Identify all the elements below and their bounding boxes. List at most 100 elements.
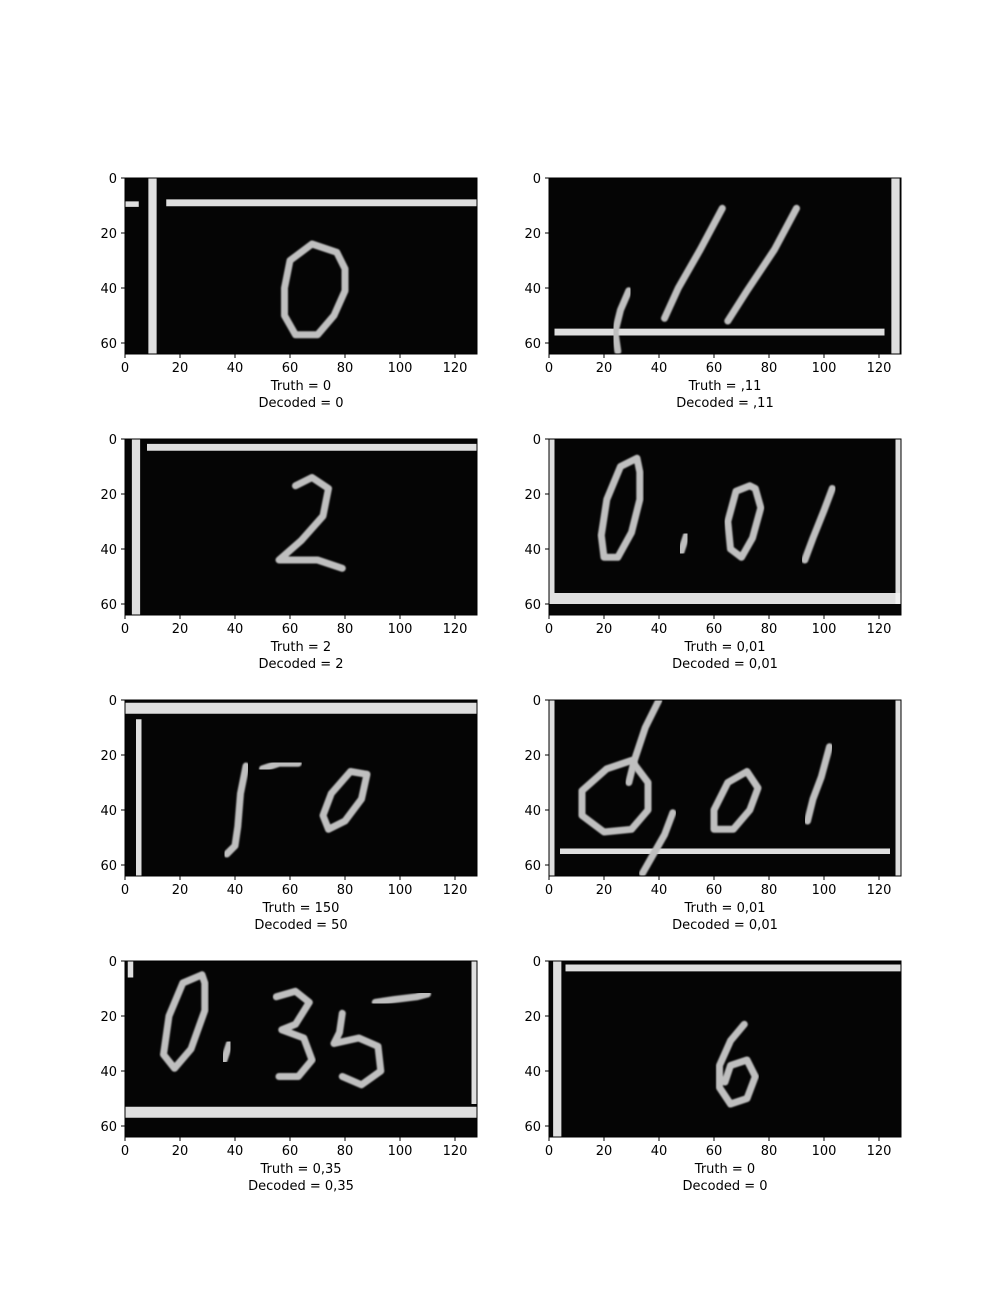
panel-5: 0 20 40 60 80 100 120 0 20 40 60 Truth = 150 Decoded… <box>100 694 478 933</box>
x-tick-label: 40 <box>227 883 244 898</box>
image-background <box>125 439 477 615</box>
x-tick-label: 120 <box>867 883 892 898</box>
handwritten-stroke <box>639 809 677 876</box>
x-tick-label: 80 <box>337 622 354 637</box>
truth-label: Truth = 0,01 <box>683 640 765 655</box>
x-tick-label: 60 <box>706 1144 723 1159</box>
image-content <box>125 178 477 354</box>
x-tick-label: 80 <box>761 361 778 376</box>
x-tick-label: 40 <box>227 622 244 637</box>
x-tick-label: 100 <box>812 883 837 898</box>
x-tick-label: 100 <box>388 883 413 898</box>
x-tick-label: 100 <box>388 1144 413 1159</box>
x-tick-label: 60 <box>282 622 299 637</box>
x-tick-label: 20 <box>172 361 189 376</box>
handwritten-stroke <box>661 204 726 322</box>
handwritten-stroke <box>677 531 690 556</box>
y-tick-label: 20 <box>524 488 541 503</box>
image-content <box>125 961 477 1118</box>
x-tick-label: 120 <box>443 622 468 637</box>
x-tick-label: 80 <box>337 1144 354 1159</box>
y-tick-label: 60 <box>100 598 117 613</box>
handwritten-stroke <box>611 287 633 354</box>
y-tick-label: 60 <box>100 337 117 352</box>
y-tick-label: 40 <box>100 543 117 558</box>
x-tick-label: 60 <box>282 883 299 898</box>
x-tick-label: 0 <box>121 622 129 637</box>
handwritten-stroke <box>275 474 346 572</box>
x-tick-label: 40 <box>651 883 668 898</box>
y-tick-label: 60 <box>100 1120 117 1135</box>
decoded-label: Decoded = 0,01 <box>672 657 778 672</box>
y-tick-label: 60 <box>524 1120 541 1135</box>
x-tick-label: 120 <box>443 1144 468 1159</box>
axes-frame <box>124 438 478 616</box>
y-tick-label: 0 <box>109 172 117 187</box>
axes-frame <box>548 960 902 1138</box>
panel-6: 0 20 40 60 80 100 120 0 20 40 60 Truth = 0,01 Decode… <box>524 694 902 933</box>
truth-label: Truth = ,11 <box>688 379 762 394</box>
handwritten-stroke <box>330 1009 385 1089</box>
truth-label: Truth = 2 <box>270 640 331 655</box>
panel-4: 0 20 40 60 80 100 120 0 20 40 60 Truth = 0,01 Decode… <box>524 433 902 672</box>
y-tick-label: 20 <box>100 227 117 242</box>
image-content <box>549 439 901 604</box>
handwritten-stroke <box>597 454 644 561</box>
x-tick-label: 20 <box>596 1144 613 1159</box>
y-tick-label: 40 <box>524 804 541 819</box>
x-tick-label: 20 <box>172 883 189 898</box>
x-tick-label: 20 <box>172 622 189 637</box>
axes-frame <box>124 960 478 1138</box>
panel-7: 0 20 40 60 80 100 120 0 20 40 60 Truth = 0,35 Decode… <box>100 955 478 1194</box>
x-tick-label: 40 <box>227 1144 244 1159</box>
handwritten-stroke <box>220 1040 233 1064</box>
handwritten-stroke <box>259 759 302 773</box>
image-background <box>125 178 477 354</box>
x-tick-label: 20 <box>596 622 613 637</box>
x-tick-label: 20 <box>172 1144 189 1159</box>
decoded-label: Decoded = ,11 <box>676 396 773 411</box>
handwritten-stroke <box>801 485 836 564</box>
y-tick-label: 40 <box>524 282 541 297</box>
image-content <box>549 700 901 876</box>
handwritten-stroke <box>371 990 431 1006</box>
x-tick-label: 40 <box>651 361 668 376</box>
y-tick-label: 60 <box>524 859 541 874</box>
truth-label: Truth = 0,01 <box>683 901 765 916</box>
decoded-label: Decoded = 2 <box>258 657 343 672</box>
handwritten-stroke <box>804 743 833 825</box>
handwritten-stroke <box>716 1020 759 1108</box>
y-tick-label: 20 <box>524 227 541 242</box>
x-tick-label: 0 <box>545 361 553 376</box>
y-tick-label: 0 <box>109 694 117 709</box>
y-tick-label: 40 <box>100 282 117 297</box>
truth-label: Truth = 0 <box>270 379 331 394</box>
image-background <box>125 700 477 876</box>
y-tick-label: 60 <box>524 598 541 613</box>
y-tick-label: 60 <box>100 859 117 874</box>
decoded-label: Decoded = 0,35 <box>248 1179 354 1194</box>
x-tick-label: 40 <box>651 622 668 637</box>
y-tick-label: 0 <box>109 955 117 970</box>
x-tick-label: 40 <box>227 361 244 376</box>
handwritten-stroke <box>724 204 800 325</box>
handwritten-stroke <box>281 240 349 339</box>
y-tick-label: 0 <box>109 433 117 448</box>
image-background <box>549 178 901 354</box>
axes-frame <box>548 177 902 355</box>
image-content <box>125 702 477 876</box>
x-tick-label: 80 <box>761 1144 778 1159</box>
y-tick-label: 20 <box>100 749 117 764</box>
y-tick-label: 0 <box>533 955 541 970</box>
decoded-label: Decoded = 0,01 <box>672 918 778 933</box>
y-tick-label: 0 <box>533 694 541 709</box>
x-tick-label: 0 <box>121 1144 129 1159</box>
truth-label: Truth = 0,35 <box>259 1162 341 1177</box>
x-tick-label: 120 <box>443 361 468 376</box>
x-tick-label: 120 <box>867 622 892 637</box>
x-tick-label: 100 <box>388 622 413 637</box>
handwritten-stroke <box>160 971 209 1072</box>
panel-3: 0 20 40 60 80 100 120 0 20 40 60 Truth = 2 Decoded =… <box>100 433 478 672</box>
x-tick-label: 60 <box>706 883 723 898</box>
image-content <box>553 961 901 1137</box>
